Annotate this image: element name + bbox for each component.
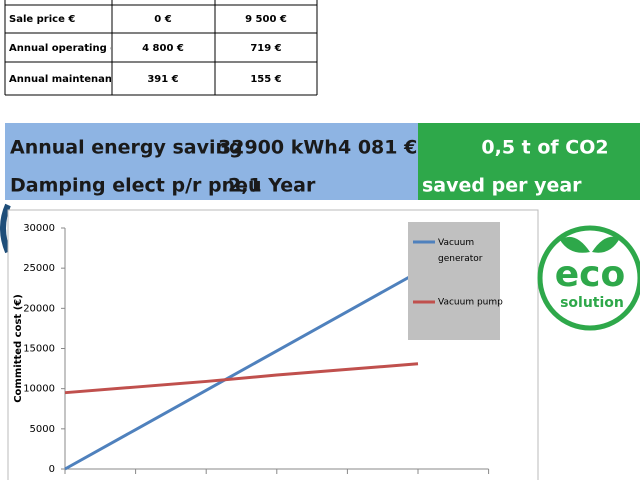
- table-cell: Sale price €: [9, 14, 75, 25]
- table-cell: 719 €: [250, 43, 281, 54]
- y-tick-label: 15000: [23, 344, 55, 355]
- saving-label: Annual energy saving: [10, 137, 243, 159]
- y-tick-label: 5000: [30, 424, 55, 435]
- series-line: [64, 270, 419, 471]
- y-tick-label: 25000: [23, 263, 55, 274]
- y-tick-label: 10000: [23, 384, 55, 395]
- eco-logo: eco solution: [537, 225, 640, 331]
- table-cell: Annual maintenanc: [9, 74, 118, 85]
- damping-value: 2,1 Year: [228, 175, 316, 197]
- y-axis-label: Committed cost (€): [13, 294, 24, 403]
- table: Sale price € 0 € 9 500 € Annual operating c…: [4, 0, 318, 96]
- legend-label: Vacuum pump: [438, 298, 503, 308]
- y-tick-label: 0: [49, 464, 55, 475]
- table-cell: 0 €: [154, 14, 171, 25]
- co2-value: 0,5 t of CO2: [481, 137, 608, 159]
- table-cell: Annual operating co: [9, 43, 123, 54]
- table-cell: 391 €: [147, 74, 178, 85]
- y-tick-label: 30000: [23, 223, 55, 234]
- logo-word: eco: [555, 254, 626, 295]
- logo-leaves: [560, 236, 620, 253]
- logo-ring: [537, 225, 640, 331]
- banner-blue: [5, 123, 418, 200]
- saving-money: 4 081 €: [338, 137, 417, 159]
- legend-label: Vacuum generator: [438, 238, 483, 264]
- saving-energy: 32900 kWh: [218, 137, 338, 159]
- chart: 0 5000 10000 15000 20000 25000 30000 Committed …: [13, 222, 503, 475]
- table-cell: 4 800 €: [142, 43, 184, 54]
- table-cell: 9 500 €: [245, 14, 287, 25]
- table-cell: 155 €: [250, 74, 281, 85]
- co2-note: saved per year: [422, 175, 582, 197]
- logo-sub: solution: [560, 295, 624, 311]
- decor-arc: [0, 203, 11, 254]
- damping-label: Damping elect p/r pneu: [10, 175, 262, 197]
- banner-green: [418, 123, 640, 200]
- series-line: [64, 362, 419, 395]
- y-tick-label: 20000: [23, 303, 55, 314]
